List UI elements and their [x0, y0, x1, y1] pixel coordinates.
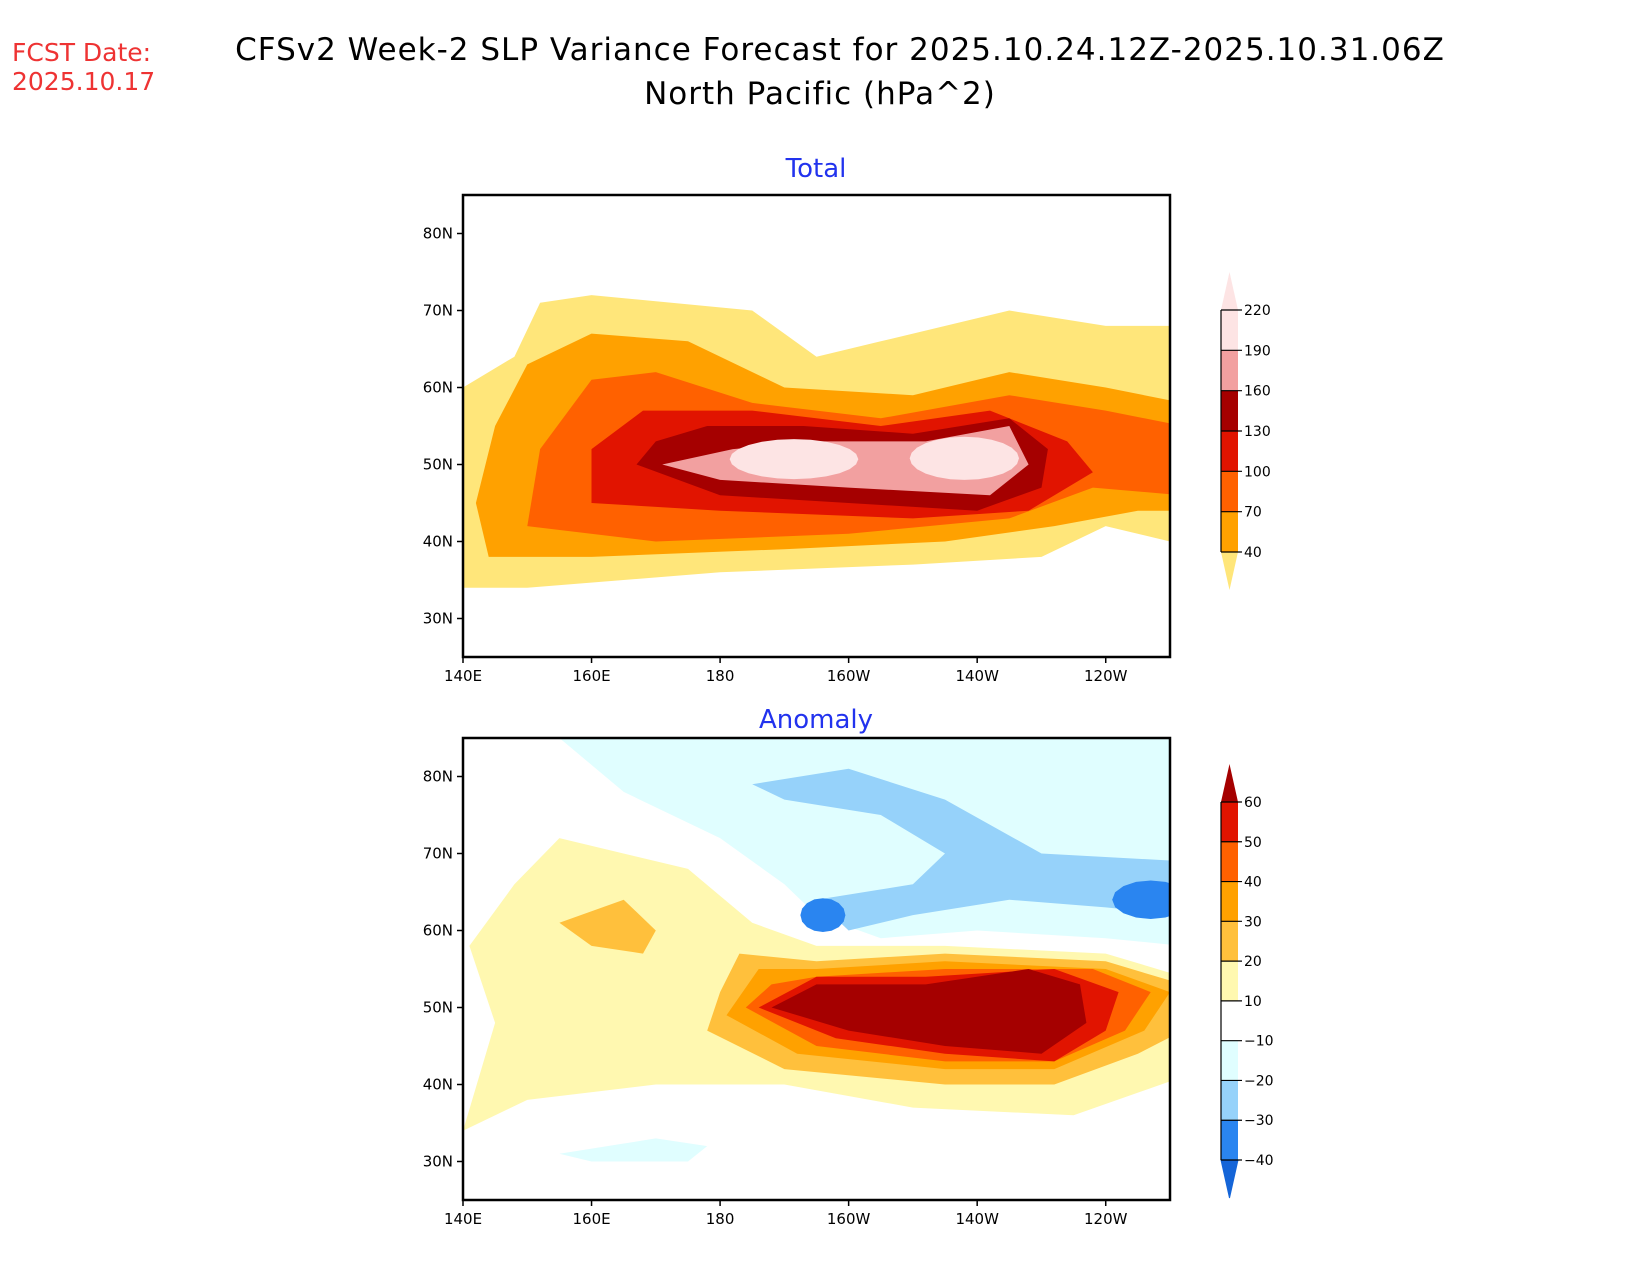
anomaly-field: [463, 738, 1170, 1162]
lon-tick-label: 140W: [955, 1210, 999, 1228]
lon-tick-label: 160W: [827, 1210, 871, 1228]
colorbar-label: −20: [1244, 1073, 1274, 1089]
lat-tick-label: 50N: [423, 456, 453, 474]
contour-20-okhotsk: [559, 899, 656, 954]
lon-tick-label: 160W: [827, 667, 871, 685]
total-field: [463, 295, 1170, 588]
contour-neg10-south: [559, 1138, 708, 1162]
colorbar-swatch: [1221, 921, 1238, 962]
contour-220-east: [909, 436, 1019, 480]
contour-neg20: [752, 768, 1170, 931]
lon-tick-label: 140E: [444, 1210, 482, 1228]
lon-tick-label: 160E: [572, 667, 610, 685]
colorbar-label: 40: [1244, 875, 1262, 891]
chart-title: CFSv2 Week-2 SLP Variance Forecast for 2…: [235, 32, 1445, 68]
colorbar-swatch: [1221, 1040, 1238, 1081]
lat-tick-label: 70N: [423, 302, 453, 320]
colorbar-swatch: [1221, 390, 1238, 431]
lat-tick-label: 60N: [423, 922, 453, 940]
colorbar-extend-high: [1221, 764, 1238, 802]
lon-tick-label: 180: [706, 1210, 735, 1228]
colorbar-swatch: [1221, 511, 1238, 552]
colorbar-label: −10: [1244, 1034, 1274, 1050]
colorbar-label: 100: [1244, 464, 1271, 480]
contour-60: [771, 969, 1087, 1054]
lat-tick-label: 70N: [423, 845, 453, 863]
colorbar-label: 50: [1244, 835, 1262, 851]
colorbar-swatch: [1221, 310, 1238, 351]
map-frame-0: [461, 193, 1172, 659]
colorbar-extend-low: [1220, 1159, 1239, 1199]
colorbar-swatch: [1221, 841, 1238, 882]
lon-tick-label: 180: [706, 667, 735, 685]
colorbar-label: 60: [1244, 795, 1262, 811]
colorbar-swatch: [1221, 802, 1238, 842]
colorbar-swatch: [1221, 471, 1238, 512]
colorbar-swatch: [1221, 350, 1238, 391]
colorbar-swatch: [1221, 961, 1238, 1001]
colorbar-label: −30: [1244, 1113, 1274, 1129]
map-frame-1: [461, 736, 1172, 1202]
lat-tick-label: 60N: [423, 379, 453, 397]
lat-tick-label: 80N: [423, 225, 453, 243]
lon-tick-label: 140E: [444, 667, 482, 685]
colorbar-label: 30: [1244, 914, 1262, 930]
lat-tick-label: 30N: [423, 1153, 453, 1171]
contour-neg30-alaska: [800, 898, 846, 932]
fcst-date-label: FCST Date:: [12, 38, 152, 67]
colorbar-swatch: [1221, 1000, 1238, 1041]
lat-tick-label: 50N: [423, 999, 453, 1017]
colorbar-0: 40 70 100 130 160 190 220: [1220, 272, 1271, 590]
lat-tick-label: 40N: [423, 1076, 453, 1094]
panel-title-total: Total: [785, 154, 847, 184]
lon-tick-label: 120W: [1084, 667, 1128, 685]
lon-tick-label: 160E: [572, 1210, 610, 1228]
colorbar-label: 160: [1244, 384, 1271, 400]
colorbar-label: −40: [1244, 1153, 1274, 1169]
colorbar-extend-low: [1221, 552, 1238, 590]
colorbar-swatch: [1221, 431, 1238, 472]
colorbar-label: 130: [1244, 424, 1271, 440]
colorbar-label: 10: [1244, 994, 1262, 1010]
colorbar-swatch: [1221, 1120, 1238, 1160]
lat-tick-label: 80N: [423, 768, 453, 786]
colorbar-1: −40 −30 −20 −10 10 20 30 40 50 60: [1220, 764, 1274, 1199]
contour-neg30-canada: [1112, 880, 1170, 919]
colorbar-label: 70: [1244, 505, 1262, 521]
lat-tick-label: 30N: [423, 610, 453, 628]
colorbar-label: 220: [1244, 303, 1271, 319]
contour-220-west: [729, 439, 859, 480]
chart-subtitle: North Pacific (hPa^2): [644, 76, 996, 112]
lon-tick-label: 140W: [955, 667, 999, 685]
colorbar-label: 190: [1244, 343, 1271, 359]
lat-tick-label: 40N: [423, 533, 453, 551]
fcst-date-value: 2025.10.17: [12, 67, 156, 96]
colorbar-label: 20: [1244, 954, 1262, 970]
colorbar-swatch: [1221, 881, 1238, 922]
panel-title-anomaly: Anomaly: [758, 705, 874, 735]
colorbar-extend-high: [1221, 272, 1238, 310]
lon-tick-label: 120W: [1084, 1210, 1128, 1228]
colorbar-swatch: [1221, 1080, 1238, 1121]
colorbar-label: 40: [1244, 545, 1262, 561]
